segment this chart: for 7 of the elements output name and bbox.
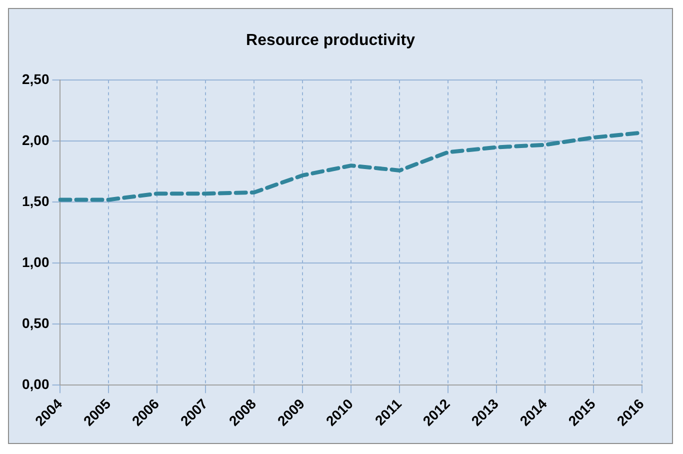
y-tick-label: 1,50 xyxy=(22,193,50,210)
y-tick-label: 0,00 xyxy=(22,376,50,392)
chart-title: Resource productivity xyxy=(246,32,416,50)
y-tick-label: 2,50 xyxy=(22,71,50,88)
y-tick-label: 0,50 xyxy=(22,314,50,331)
y-tick-label: 1,00 xyxy=(22,254,50,270)
y-tick-label: 2,00 xyxy=(22,132,50,148)
